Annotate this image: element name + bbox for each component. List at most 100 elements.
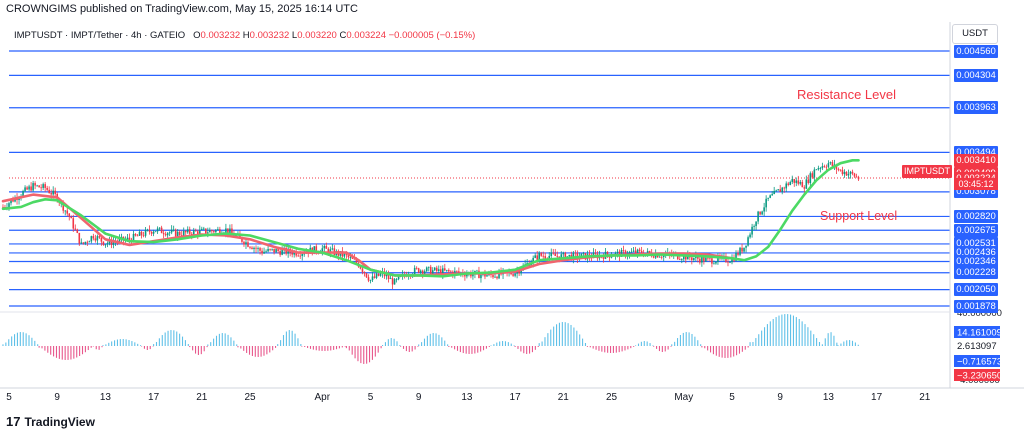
candle-body — [847, 173, 850, 176]
candle-body — [180, 235, 183, 236]
candle-body — [164, 234, 167, 236]
candle-body — [203, 228, 205, 230]
candle-body — [749, 234, 751, 238]
x-tick-label: 5 — [729, 392, 735, 403]
candle-body — [198, 229, 201, 235]
candle-body — [281, 249, 283, 255]
candle-body — [275, 249, 277, 253]
price-level-badge: 0.001878 — [954, 299, 998, 313]
candle-body — [466, 274, 468, 277]
candle-body — [257, 248, 259, 249]
candle-body — [476, 270, 478, 272]
candle-body — [849, 171, 852, 174]
candle-body — [88, 241, 91, 243]
candle-body — [793, 179, 796, 183]
candle-body — [751, 226, 753, 235]
candle-body — [215, 230, 217, 233]
candle-body — [464, 274, 466, 277]
candle-body — [387, 274, 390, 280]
candle-body — [46, 187, 48, 190]
price-level-badge: 0.002820 — [954, 209, 998, 223]
candle-body — [767, 197, 769, 199]
candle-body — [74, 228, 77, 230]
oscillator-badge-bg — [954, 326, 1000, 338]
candle-body — [371, 276, 374, 281]
candle-body — [128, 237, 131, 240]
candle-body — [70, 216, 73, 219]
candle-body — [548, 255, 551, 260]
candle-body — [640, 250, 643, 255]
candle-body — [713, 263, 715, 265]
candle-body — [791, 179, 794, 182]
candle-body — [273, 248, 275, 253]
candle-body — [771, 194, 773, 196]
candle-body — [301, 253, 304, 257]
x-tick-label: May — [674, 392, 693, 403]
x-tick-label: 9 — [777, 392, 783, 403]
candle-body — [10, 199, 12, 204]
candle-body — [225, 228, 227, 234]
brand-name: TradingView — [24, 415, 95, 429]
candle-body — [556, 255, 559, 257]
candle-body — [186, 229, 189, 233]
candle-body — [648, 251, 651, 253]
candle-body — [269, 249, 271, 250]
candle-body — [809, 173, 812, 184]
candle-body — [693, 258, 695, 260]
brand-footer[interactable]: 17 TradingView — [6, 414, 95, 429]
candle-body — [30, 186, 32, 191]
candle-body — [450, 271, 452, 273]
candle-body — [715, 261, 717, 264]
candle-body — [837, 169, 840, 171]
candle-body — [293, 251, 295, 255]
currency-selector[interactable]: USDT — [952, 24, 998, 44]
x-tick-label: 21 — [558, 392, 570, 403]
candle-body — [498, 270, 500, 279]
candle-body — [36, 185, 38, 187]
candle-body — [739, 247, 741, 255]
candle-body — [184, 230, 187, 233]
candle-body — [168, 232, 171, 234]
oscillator-badge-bg — [954, 355, 1000, 367]
candle-body — [303, 253, 306, 255]
x-tick-label: 17 — [148, 392, 160, 403]
candle-body — [347, 254, 350, 258]
candle-body — [442, 268, 444, 275]
candle-body — [757, 211, 759, 222]
candle-body — [267, 249, 269, 252]
candle-body — [819, 168, 822, 169]
candle-body — [359, 266, 362, 269]
candle-body — [84, 241, 87, 244]
candle-body — [857, 176, 860, 180]
candle-body — [377, 273, 380, 276]
candle-body — [512, 274, 514, 276]
candle-body — [417, 268, 420, 273]
candle-body — [855, 176, 858, 178]
publish-info: CROWNGIMS published on TradingView.com, … — [6, 3, 358, 15]
candle-body — [680, 259, 683, 260]
candle-body — [456, 270, 458, 272]
candle-body — [134, 233, 137, 236]
candle-body — [817, 168, 820, 170]
candle-body — [243, 241, 245, 245]
candle-body — [321, 248, 324, 253]
candle-body — [94, 238, 97, 241]
candle-body — [118, 238, 121, 242]
candle-body — [823, 166, 826, 168]
candle-body — [781, 187, 784, 192]
candle-body — [753, 226, 755, 227]
candle-body — [291, 252, 293, 255]
candle-body — [853, 173, 856, 177]
candle-body — [761, 211, 763, 215]
candle-body — [775, 190, 777, 192]
candle-body — [170, 229, 173, 233]
candle-body — [707, 257, 709, 259]
candle-body — [389, 278, 392, 280]
candle-body — [323, 245, 326, 249]
candle-body — [444, 268, 446, 271]
candle-body — [701, 256, 703, 263]
candle-body — [516, 271, 518, 274]
legend-high-value: 0.003232 — [249, 30, 290, 41]
candle-body — [427, 266, 430, 268]
